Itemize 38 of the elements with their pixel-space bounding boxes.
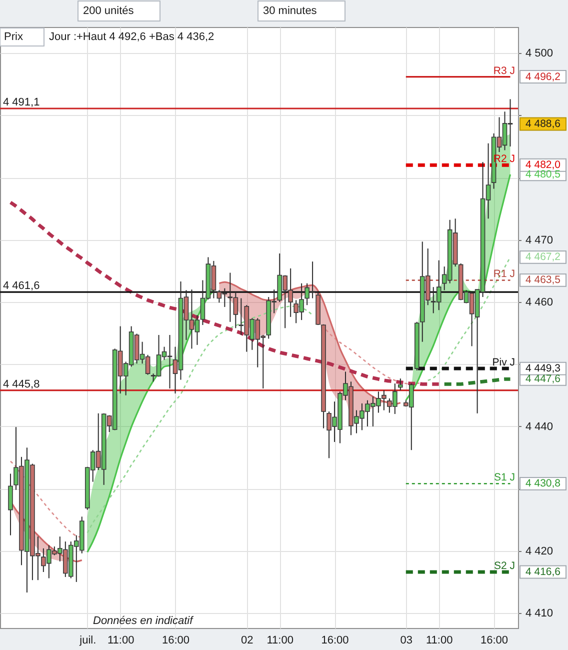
y-tick-label: 4 410	[526, 608, 554, 620]
x-tick-label: 11:00	[426, 634, 453, 646]
y-tick-label: 4 440	[526, 420, 554, 433]
ref-line-label: 4 461,6	[3, 280, 40, 292]
candlestick	[398, 378, 403, 391]
text: 200 unités	[83, 5, 134, 17]
annotation: Jour :+Haut 4 492,6 +Bas 4 436,2	[49, 31, 214, 43]
series-label: Piv J	[492, 356, 515, 369]
candlestick	[8, 473, 13, 536]
x-tick-label: 11:00	[266, 634, 294, 646]
ref-line-label: 4 491,1	[3, 96, 40, 108]
y-tick-label: 4 500	[526, 48, 554, 60]
series-label: S2 J	[494, 560, 515, 572]
x-tick-label: 16:00	[162, 634, 190, 646]
text: 30 minutes	[263, 5, 318, 17]
text: 4 488,6	[525, 118, 561, 130]
x-tick-label: juil.	[78, 634, 96, 646]
x-tick-label: 11:00	[107, 634, 134, 646]
x-tick-label: 03	[400, 634, 413, 646]
x-tick-label: 16:00	[480, 634, 508, 646]
series-label: R1 J	[493, 268, 515, 280]
x-tick-label: 16:00	[321, 634, 349, 646]
data-label: 4 496,2	[525, 70, 561, 83]
y-tick-label: 4 470	[526, 234, 554, 246]
data-label: 4 467,2	[525, 251, 561, 264]
data-label: 4 463,5	[525, 274, 561, 286]
ref-line-label: 4 445,8	[3, 378, 40, 390]
y-tick-label: 4 460	[526, 296, 554, 308]
y-tick-label: 4 420	[526, 545, 554, 558]
data-label: 4 449,3	[525, 362, 561, 375]
series-label: R3 J	[493, 64, 515, 77]
data-label: 4 447,6	[525, 373, 561, 386]
data-label: 4 430,8	[525, 478, 561, 490]
data-label: 4 416,6	[525, 566, 561, 578]
annotation: Données en indicatif	[93, 615, 194, 627]
series-label: S1 J	[494, 472, 515, 484]
annotation: Prix	[4, 31, 24, 43]
x-tick-label: 02	[241, 634, 254, 646]
